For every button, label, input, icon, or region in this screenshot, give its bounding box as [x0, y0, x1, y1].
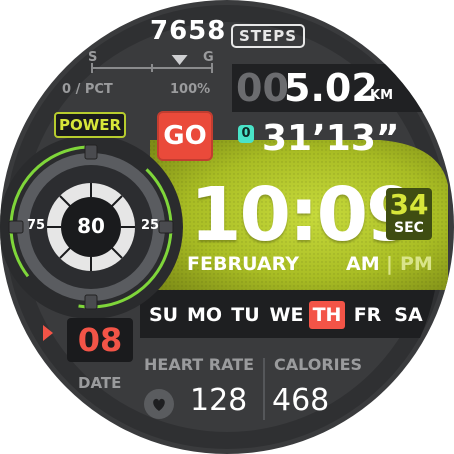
- gauge-left-mark: S: [88, 50, 98, 65]
- time-hours: 10: [190, 172, 291, 258]
- date-label: DATE: [78, 374, 122, 392]
- weekday-fr: FR: [353, 304, 382, 326]
- distance-value: 5.02: [284, 66, 378, 110]
- weekday-su: SU: [148, 304, 179, 326]
- distance-unit: KM: [370, 88, 394, 103]
- power-left-tick: 75: [27, 218, 46, 233]
- weekday-tu: TU: [231, 304, 260, 326]
- power-value: 80: [77, 214, 105, 238]
- heart-rate-value: 128: [190, 383, 248, 418]
- seconds-value: 34: [389, 188, 429, 221]
- heart-icon: [144, 389, 174, 419]
- month-label: FEBRUARY: [187, 253, 299, 275]
- gauge-max-label: 100%: [170, 82, 211, 97]
- power-right-tick: 25: [141, 218, 160, 233]
- calories-label: CALORIES: [274, 355, 363, 374]
- weekday-sa: SA: [394, 304, 423, 326]
- weekday-we: WE: [269, 304, 304, 326]
- seconds-label: SEC: [394, 220, 424, 236]
- weekday-strip: SU MO TU WE TH FR SA: [143, 301, 429, 329]
- calories-value: 468: [272, 383, 330, 418]
- date-value: 08: [67, 318, 133, 362]
- steps-label: STEPS: [231, 24, 305, 48]
- am-label: AM: [346, 253, 380, 275]
- steps-value: 7658: [150, 16, 227, 46]
- seconds-box: 34 SEC: [386, 188, 432, 240]
- go-button[interactable]: GO: [157, 111, 213, 161]
- ampm-divider: |: [386, 253, 393, 275]
- power-label: POWER: [54, 112, 126, 138]
- time-display: 10:09: [190, 172, 418, 258]
- timer-index: 0: [238, 125, 254, 143]
- gauge-min-label: 0 / PCT: [62, 82, 113, 97]
- heart-rate-label: HEART RATE: [144, 355, 255, 374]
- gauge-right-mark: G: [203, 50, 214, 65]
- weekday-mo: MO: [186, 304, 223, 326]
- timer-value: 31’13”: [262, 118, 400, 159]
- distance-leading-zeros: 00: [236, 66, 289, 110]
- weekday-th-active: TH: [309, 301, 345, 329]
- time-separator: :: [288, 172, 319, 258]
- pm-label: PM: [400, 253, 433, 275]
